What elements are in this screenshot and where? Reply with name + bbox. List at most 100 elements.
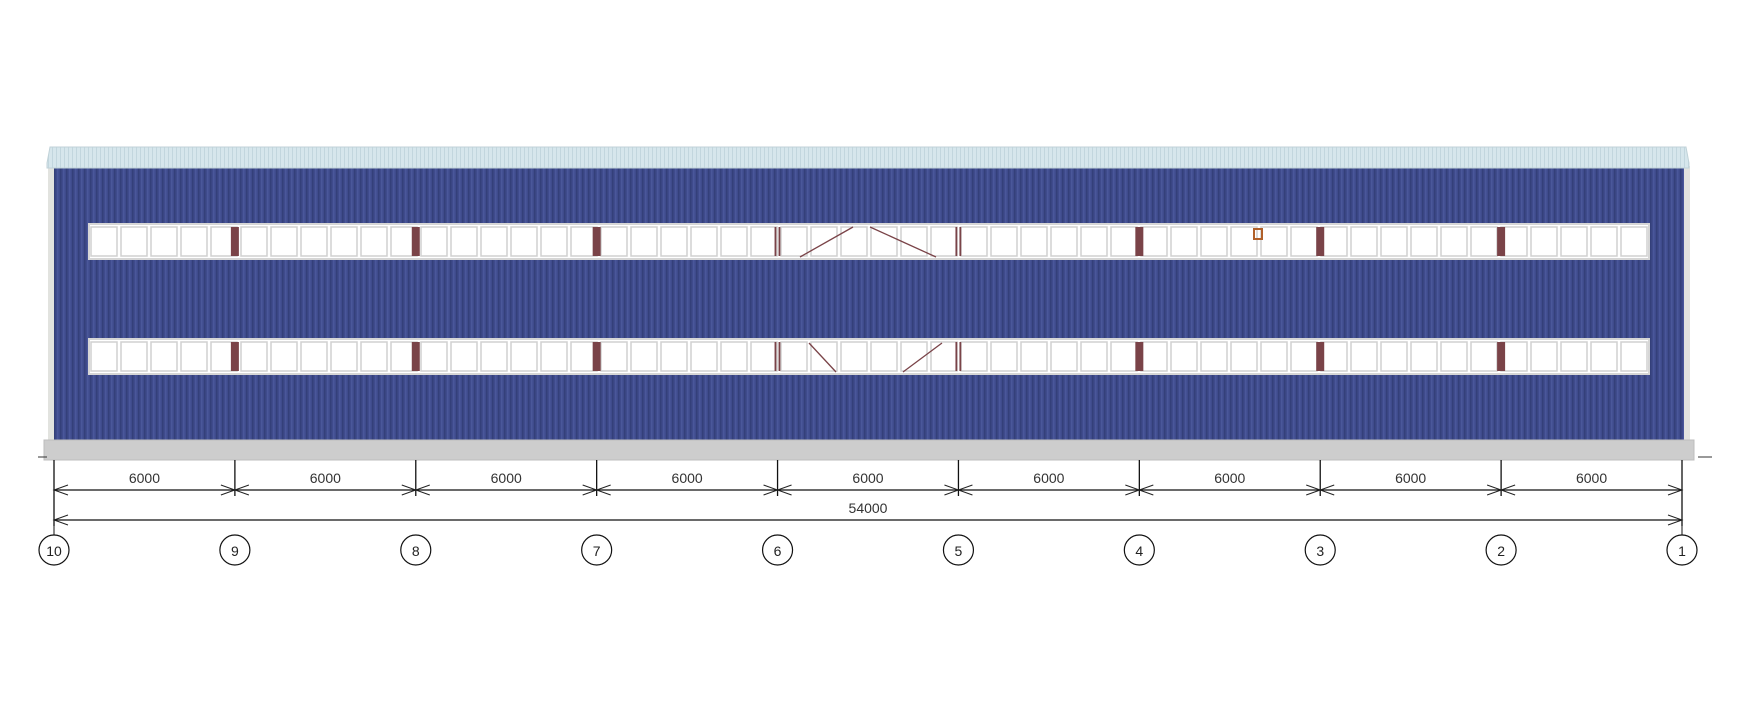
dimension-arrow — [595, 484, 611, 496]
window-pane — [240, 226, 268, 257]
bay-dimension-label: 6000 — [1033, 470, 1064, 486]
column-post — [411, 342, 420, 371]
cross-brace — [902, 342, 943, 373]
dimension-arrow — [1499, 484, 1516, 496]
window-pane — [1170, 341, 1198, 372]
dimension-arrow — [233, 484, 250, 496]
axis-label: 10 — [46, 543, 62, 559]
dimension-arrow — [1667, 484, 1684, 496]
dimension-arrow — [956, 484, 973, 496]
window-pane — [1470, 341, 1498, 372]
wall-cladding — [54, 168, 1684, 440]
wall-edge-left — [48, 166, 54, 442]
axis-bubble — [219, 534, 251, 566]
window-pane — [1410, 226, 1438, 257]
axis-label: 8 — [412, 543, 420, 559]
axis-bubble — [942, 534, 975, 566]
bay-dimension-label: 6000 — [1576, 470, 1607, 486]
window-pane — [1590, 226, 1618, 257]
axis-label: 9 — [231, 543, 239, 559]
bay-dimension-label: 6000 — [310, 470, 341, 486]
window-pane — [1350, 341, 1378, 372]
axis-label: 3 — [1316, 543, 1324, 559]
window-pane — [1560, 226, 1588, 257]
window-pane — [900, 341, 928, 372]
axis-label: 6 — [774, 543, 782, 559]
window-pane — [1140, 341, 1168, 372]
axis-label: 2 — [1497, 543, 1505, 559]
window-pane — [1020, 226, 1048, 257]
window-strip-1 — [88, 223, 1650, 260]
column-post — [959, 227, 962, 256]
window-pane — [1440, 226, 1468, 257]
column-post — [230, 342, 239, 371]
dimension-arrow — [414, 484, 430, 496]
window-pane — [1200, 226, 1228, 257]
window-pane — [450, 226, 478, 257]
window-pane — [1410, 341, 1438, 372]
plinth — [43, 439, 1695, 461]
window-pane — [1140, 226, 1168, 257]
window-pane — [990, 226, 1018, 257]
window-pane — [690, 226, 718, 257]
window-pane — [1560, 341, 1588, 372]
column-post — [1497, 227, 1506, 256]
dimension-arrow — [776, 484, 792, 496]
window-pane — [1350, 226, 1378, 257]
window-pane — [300, 226, 328, 257]
dimension-arrow — [52, 484, 69, 496]
cross-brace — [799, 226, 854, 258]
column-post — [955, 342, 958, 371]
window-pane — [930, 341, 958, 372]
window-pane — [150, 226, 178, 257]
window-pane — [420, 226, 448, 257]
window-pane — [1170, 226, 1198, 257]
axis-bubble — [400, 534, 432, 566]
window-pane — [930, 226, 958, 257]
window-pane — [1530, 341, 1558, 372]
window-pane — [1320, 226, 1348, 257]
window-pane — [1620, 341, 1648, 372]
wall-fixture — [1253, 228, 1263, 240]
window-pane — [450, 341, 478, 372]
window-pane — [510, 341, 538, 372]
bay-dimension-label: 6000 — [672, 470, 703, 486]
axis-label: 1 — [1678, 543, 1686, 559]
axis-label: 5 — [955, 543, 963, 559]
window-pane — [1230, 341, 1258, 372]
window-pane — [1260, 341, 1288, 372]
window-pane — [120, 341, 148, 372]
overall-dimension-label: 54000 — [849, 500, 888, 516]
window-pane — [330, 341, 358, 372]
window-pane — [990, 341, 1018, 372]
window-pane — [330, 226, 358, 257]
dimension-arrow — [1667, 514, 1684, 526]
window-pane — [1290, 341, 1318, 372]
window-pane — [1590, 341, 1618, 372]
window-pane — [870, 341, 898, 372]
window-pane — [780, 341, 808, 372]
window-pane — [840, 341, 868, 372]
window-pane — [750, 226, 778, 257]
window-pane — [720, 226, 748, 257]
window-pane — [660, 226, 688, 257]
window-pane — [150, 341, 178, 372]
window-pane — [540, 341, 568, 372]
axis-bubble — [38, 534, 70, 566]
column-post — [1135, 227, 1144, 256]
window-pane — [1110, 341, 1138, 372]
column-post — [411, 227, 420, 256]
axis-bubble — [761, 534, 794, 566]
column-post — [959, 342, 962, 371]
window-pane — [1470, 226, 1498, 257]
window-pane — [960, 341, 988, 372]
window-pane — [300, 341, 328, 372]
window-pane — [750, 341, 778, 372]
bay-dimension-label: 6000 — [1395, 470, 1426, 486]
window-pane — [270, 226, 298, 257]
column-post — [230, 227, 239, 256]
window-pane — [870, 226, 898, 257]
axis-bubble — [581, 534, 613, 566]
window-pane — [720, 341, 748, 372]
